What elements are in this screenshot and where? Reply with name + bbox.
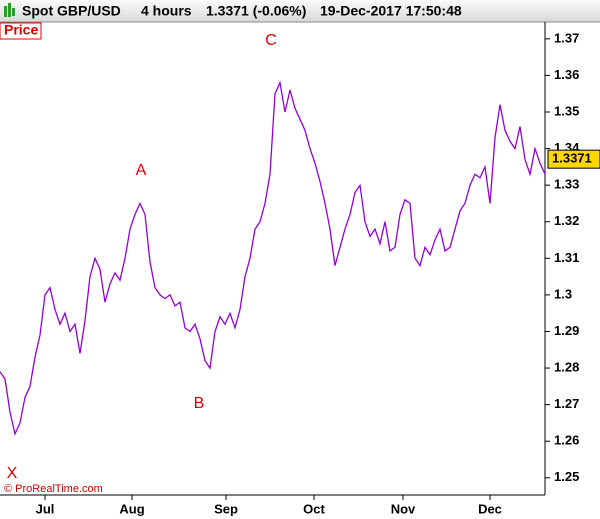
x-tick-label: Sep	[214, 501, 238, 516]
y-tick-label: 1.36	[554, 67, 579, 82]
last-value-box	[547, 149, 600, 169]
panel-label-box	[0, 22, 42, 40]
x-tick-label: Oct	[303, 501, 325, 516]
wave-label: B	[194, 395, 205, 412]
timeframe: 4 hours	[141, 3, 192, 19]
header-bar	[0, 0, 600, 22]
timestamp: 19-Dec-2017 17:50:48	[320, 3, 462, 19]
y-tick-label: 1.37	[554, 30, 579, 45]
icon	[8, 3, 11, 17]
y-tick-label: 1.32	[554, 213, 579, 228]
y-tick-label: 1.35	[554, 103, 579, 118]
price-line	[0, 80, 546, 436]
copyright: © ProRealTime.com	[4, 483, 103, 495]
y-tick-label: 1.27	[554, 396, 579, 411]
y-tick-label: 1.33	[554, 177, 579, 192]
icon	[4, 6, 7, 17]
x-tick-label: Nov	[391, 501, 416, 516]
y-tick-label: 1.3	[554, 286, 572, 301]
x-tick-label: Dec	[478, 501, 502, 516]
y-tick-label: 1.28	[554, 359, 579, 374]
y-tick-label: 1.29	[554, 323, 579, 338]
last-change: 1.3371 (-0.06%)	[206, 3, 306, 19]
y-tick-label: 1.31	[554, 250, 579, 265]
icon	[12, 8, 15, 16]
x-tick-label: Aug	[119, 501, 144, 516]
wave-label: C	[265, 32, 277, 49]
x-tick-label: Jul	[36, 501, 55, 516]
wave-label: X	[7, 465, 18, 482]
last-value-label: 1.3371	[552, 151, 592, 166]
title: Spot GBP/USD	[22, 3, 121, 19]
y-tick-label: 1.25	[554, 469, 579, 484]
y-tick-label: 1.26	[554, 433, 579, 448]
panel-label: Price	[4, 22, 38, 38]
wave-label: A	[136, 162, 147, 179]
